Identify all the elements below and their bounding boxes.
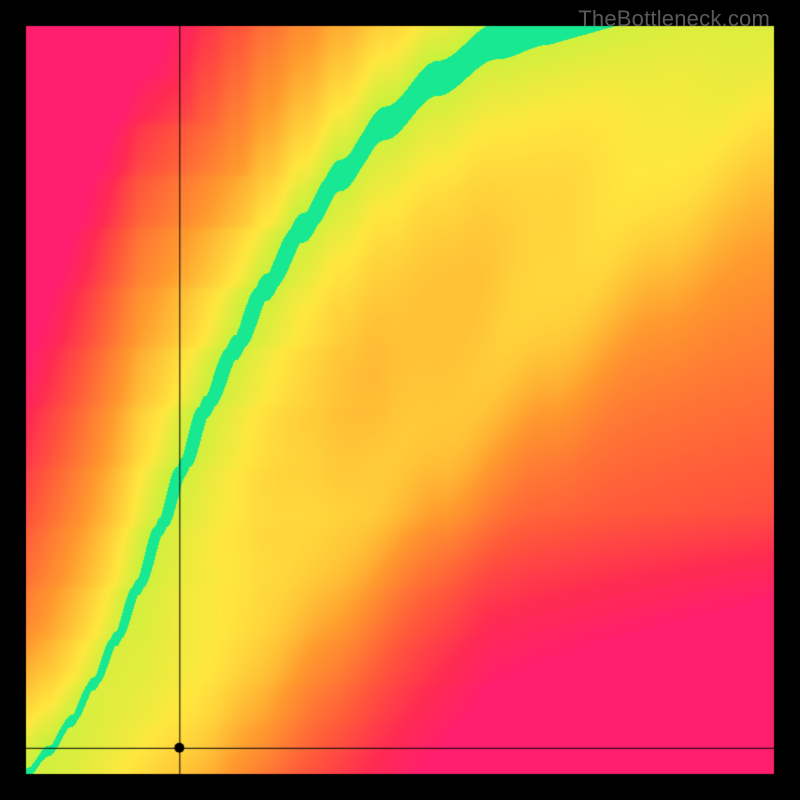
chart-container: TheBottleneck.com [0, 0, 800, 800]
attribution-label: TheBottleneck.com [578, 6, 770, 32]
bottleneck-heatmap [0, 0, 800, 800]
